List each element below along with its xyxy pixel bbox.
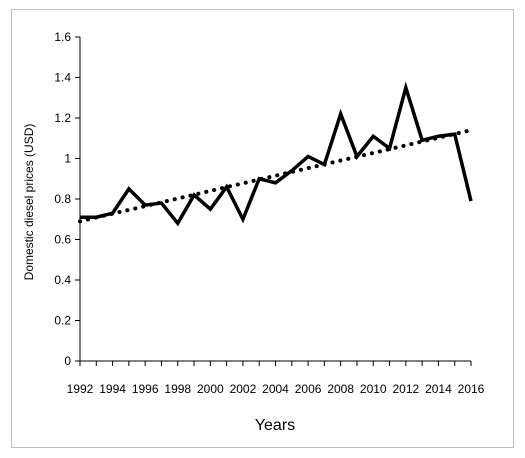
x-axis-ticks: 1992 1994 1996 1998 2000 2002 2004 2006 2008 2010… xyxy=(67,361,485,396)
y-tick-label: 0.2 xyxy=(54,314,71,328)
x-axis-label: Years xyxy=(255,417,295,434)
y-axis-ticks: 0 0.2 0.4 0.6 0.8 1 1.2 1.4 1.6 xyxy=(54,30,80,368)
x-tick-label: 1994 xyxy=(99,382,126,396)
y-tick-label: 0.8 xyxy=(54,192,71,206)
x-tick-label: 2002 xyxy=(230,382,257,396)
y-tick-label: 0.6 xyxy=(54,233,71,247)
x-tick-label: 2012 xyxy=(392,382,419,396)
y-tick-label: 0.4 xyxy=(54,273,71,287)
x-tick-label: 1998 xyxy=(164,382,191,396)
y-tick-label: 1.2 xyxy=(54,111,71,125)
y-tick-label: 0 xyxy=(64,354,71,368)
x-tick-label: 1996 xyxy=(132,382,159,396)
x-tick-label: 1992 xyxy=(67,382,94,396)
x-tick-label: 2014 xyxy=(425,382,452,396)
x-tick-label: 2006 xyxy=(295,382,322,396)
x-tick-label: 2004 xyxy=(262,382,289,396)
x-tick-label: 2008 xyxy=(327,382,354,396)
x-tick-label: 2016 xyxy=(458,382,485,396)
price-line xyxy=(80,81,473,227)
y-axis-label: Domestic diesel prices (USD) xyxy=(22,124,36,281)
x-tick-label: 2000 xyxy=(197,382,224,396)
series-layer xyxy=(78,81,473,227)
y-tick-label: 1 xyxy=(64,152,71,166)
x-tick-label: 2010 xyxy=(360,382,387,396)
y-tick-label: 1.6 xyxy=(54,30,71,44)
y-tick-label: 1.4 xyxy=(54,71,71,85)
chart-frame xyxy=(11,9,514,448)
trend-line xyxy=(78,128,473,224)
